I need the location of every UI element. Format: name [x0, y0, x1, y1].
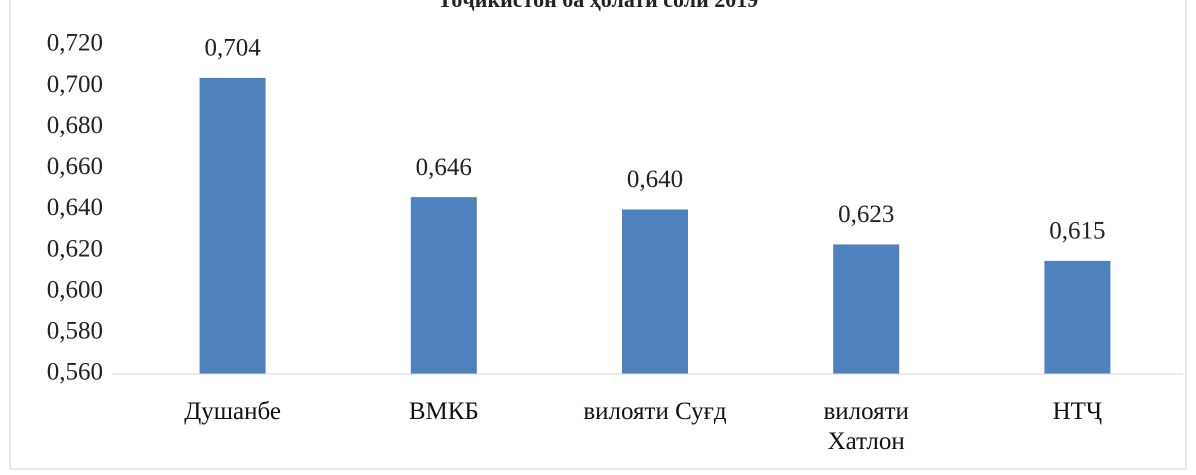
data-label: 0,615: [1049, 218, 1105, 245]
bar: [833, 244, 900, 374]
data-label: 0,640: [627, 166, 683, 193]
y-tick-label: 0,600: [47, 276, 103, 303]
bar: [199, 77, 266, 375]
y-tick-label: 0,620: [47, 235, 103, 262]
bar: [1044, 260, 1111, 374]
x-tick-label: вилояти Хатлон: [823, 398, 909, 455]
data-label: 0,704: [204, 35, 261, 62]
chart-frame: [9, 0, 1187, 470]
x-tick-label: вилояти Суғд: [583, 398, 727, 425]
bar: [410, 197, 477, 374]
data-label: 0,646: [416, 154, 472, 181]
y-tick-label: 0,700: [47, 71, 103, 98]
x-tick-label: ВМКБ: [408, 398, 479, 425]
y-tick-label: 0,680: [47, 112, 103, 139]
y-tick-label: 0,660: [47, 153, 103, 180]
y-tick-label: 0,640: [47, 194, 103, 221]
data-label: 0,623: [838, 201, 894, 228]
x-tick-label: НТҶ: [1052, 398, 1103, 425]
y-tick-label: 0,720: [47, 30, 103, 57]
y-tick-label: 0,580: [47, 318, 103, 345]
x-tick-label: Душанбе: [184, 398, 281, 425]
y-tick-label: 0,560: [47, 359, 103, 386]
chart-title: Тоҷикистон ба ҳолати соли 2019: [438, 0, 759, 12]
bar: [622, 209, 688, 374]
